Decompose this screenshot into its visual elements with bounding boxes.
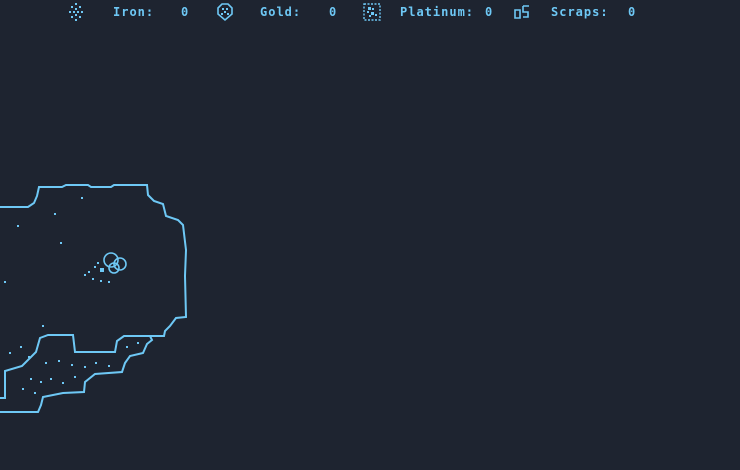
scraps-label: Scraps:	[551, 5, 609, 19]
player-drone	[103, 252, 127, 274]
gold-count: 0	[329, 5, 338, 19]
cave-wall-upper	[0, 184, 188, 337]
thruster-particles	[84, 262, 110, 283]
platinum-count: 0	[485, 5, 494, 19]
scraps-icon	[514, 5, 529, 19]
platinum-label: Platinum:	[400, 5, 475, 19]
iron-count: 0	[181, 5, 190, 19]
gold-label: Gold:	[260, 5, 302, 19]
gold-ore-icon	[217, 3, 233, 22]
iron-ore-icon	[69, 3, 83, 21]
platinum-ore-icon	[363, 3, 381, 21]
cave-wall-lower	[0, 334, 154, 413]
resource-bar: Iron: 0 Gold: 0 Platinum: 0 Scraps:	[0, 0, 740, 24]
scraps-count: 0	[628, 5, 637, 19]
iron-label: Iron:	[113, 5, 155, 19]
cave-debris	[4, 197, 139, 394]
